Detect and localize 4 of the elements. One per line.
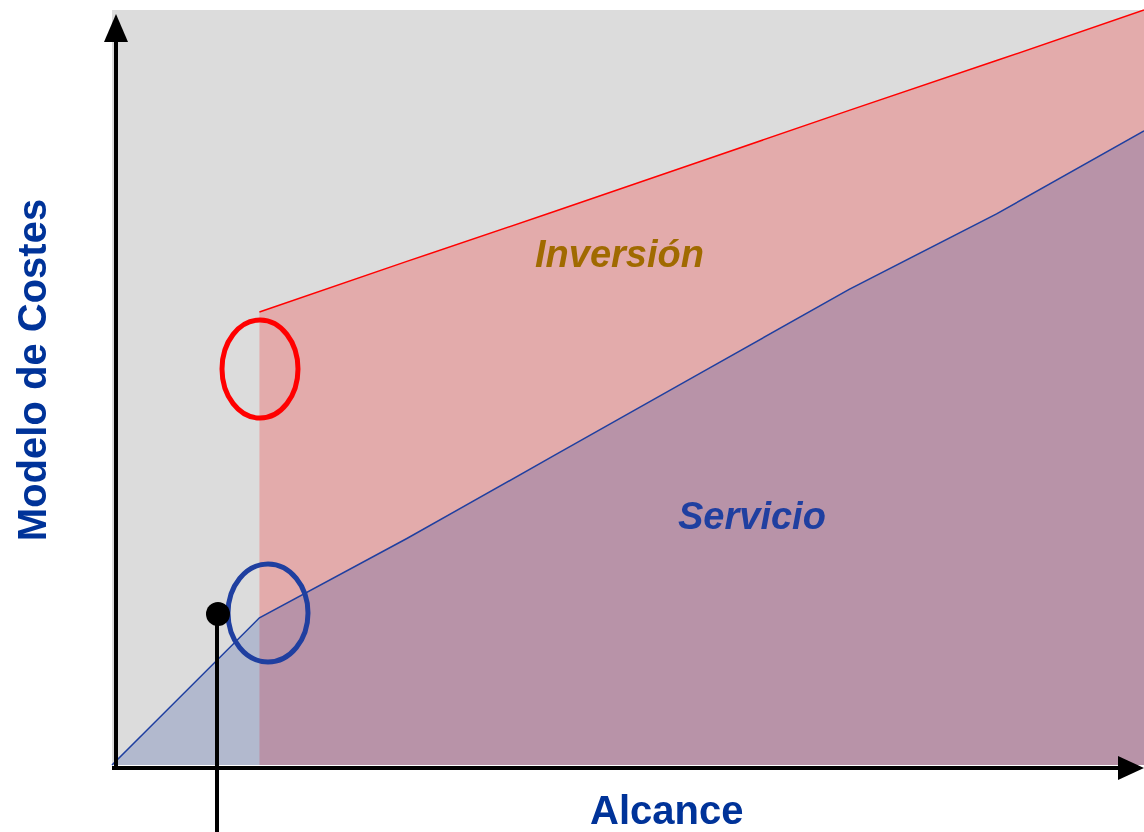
series-label: Servicio — [678, 495, 826, 538]
y-axis-title: Modelo de Costes — [9, 198, 55, 542]
x-axis-title: Alcance — [590, 788, 744, 832]
series-label: Inversión — [535, 233, 704, 276]
